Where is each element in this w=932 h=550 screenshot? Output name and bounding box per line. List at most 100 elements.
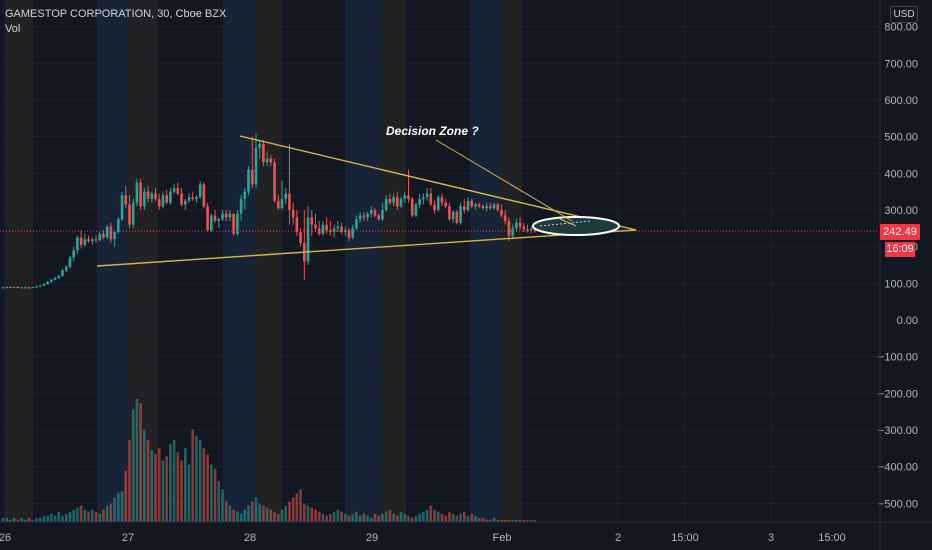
candle-body — [440, 197, 444, 203]
volume-bar — [1, 517, 5, 522]
volume-bar — [35, 517, 38, 522]
candle-body — [492, 204, 496, 209]
candle-body — [183, 200, 187, 205]
candle-body — [436, 197, 440, 210]
candle-body — [470, 200, 474, 207]
candle-body — [221, 213, 224, 220]
volume-bar — [165, 456, 168, 522]
last-price-label: 242.49 — [880, 224, 920, 240]
volume-bar — [462, 511, 466, 522]
x-tick-label: 3 — [768, 532, 774, 544]
volume-bar — [176, 452, 180, 522]
volume-bar — [195, 435, 198, 522]
candle-body — [12, 286, 16, 288]
candle-body — [9, 286, 12, 288]
candle-body — [288, 193, 291, 210]
candle-body — [254, 147, 258, 185]
candle-body — [462, 206, 466, 210]
candle-body — [165, 195, 168, 203]
candle-body — [206, 206, 209, 231]
currency-badge[interactable]: USD — [890, 6, 918, 23]
volume-bar — [16, 519, 20, 522]
volume-bar — [336, 509, 340, 522]
candle-body — [306, 217, 310, 262]
y-tick-label: −500.00 — [878, 498, 918, 510]
session-band — [5, 0, 33, 522]
y-tick-label: 700.00 — [884, 58, 918, 70]
candle-body — [425, 193, 429, 198]
volume-bar — [388, 509, 392, 522]
candle-body — [87, 239, 90, 242]
volume-bar — [157, 448, 161, 522]
candle-body — [98, 233, 102, 241]
volume-bar — [399, 511, 403, 522]
volume-bar — [347, 515, 351, 522]
volume-bar — [5, 517, 9, 522]
chart-legend: GAMESTOP CORPORATION, 30, Cboe BZX Vol — [5, 7, 226, 37]
candle-body — [146, 191, 150, 199]
volume-bar — [303, 503, 306, 522]
volume-bar — [295, 493, 299, 522]
candle-body — [511, 228, 514, 236]
candle-body — [139, 182, 142, 207]
volume-bar — [213, 468, 217, 522]
volume-bar — [139, 403, 142, 522]
symbol-title[interactable]: GAMESTOP CORPORATION, 30, Cboe BZX — [5, 8, 227, 20]
candle-body — [38, 285, 42, 287]
volume-bar — [288, 501, 291, 522]
volume-bar — [358, 515, 362, 522]
candle-body — [503, 215, 507, 221]
volume-bar — [329, 513, 332, 522]
candle-body — [102, 233, 105, 238]
session-band — [500, 0, 522, 522]
candle-body — [27, 287, 31, 289]
volume-label[interactable]: Vol — [5, 23, 21, 35]
volume-bar — [76, 507, 79, 522]
volume-bar — [503, 519, 507, 522]
volume-bar — [448, 511, 451, 522]
volume-bar — [321, 513, 325, 522]
volume-bar — [418, 513, 421, 522]
volume-bar — [440, 513, 444, 522]
candle-body — [392, 197, 395, 203]
volume-bar — [64, 513, 68, 522]
candle-body — [161, 195, 165, 207]
candle-body — [243, 191, 247, 199]
volume-bar — [68, 511, 72, 522]
candle-body — [522, 226, 526, 230]
bar-countdown-label: 16:09 — [885, 242, 915, 257]
y-tick-label: 500.00 — [884, 132, 918, 144]
candle-body — [180, 193, 183, 205]
volume-bar — [366, 515, 369, 522]
candle-body — [198, 184, 202, 198]
volume-bar — [131, 409, 135, 522]
volume-bar — [210, 464, 213, 522]
candle-body — [269, 158, 273, 163]
volume-bar — [529, 519, 533, 522]
volume-bar — [291, 497, 295, 522]
candle-body — [399, 198, 403, 207]
volume-bar — [187, 464, 191, 522]
volume-bar — [362, 513, 366, 522]
volume-bar — [87, 511, 90, 522]
candle-body — [314, 224, 317, 229]
volume-bar — [98, 513, 102, 522]
candle-body — [407, 195, 410, 199]
volume-bar — [436, 511, 440, 522]
candle-body — [351, 228, 354, 238]
volume-bar — [522, 519, 526, 522]
candle-body — [187, 197, 191, 201]
volume-bar — [105, 505, 109, 522]
candle-body — [455, 211, 459, 223]
candle-body — [388, 198, 392, 203]
candle-body — [500, 209, 503, 216]
candle-body — [217, 219, 221, 221]
volume-bar — [228, 505, 232, 522]
volume-bar — [533, 519, 537, 522]
candle-body — [451, 211, 455, 220]
y-tick-label: −300.00 — [878, 425, 918, 437]
x-tick-label: 27 — [122, 532, 134, 544]
volume-bar — [117, 493, 120, 522]
volume-bar — [299, 489, 302, 522]
